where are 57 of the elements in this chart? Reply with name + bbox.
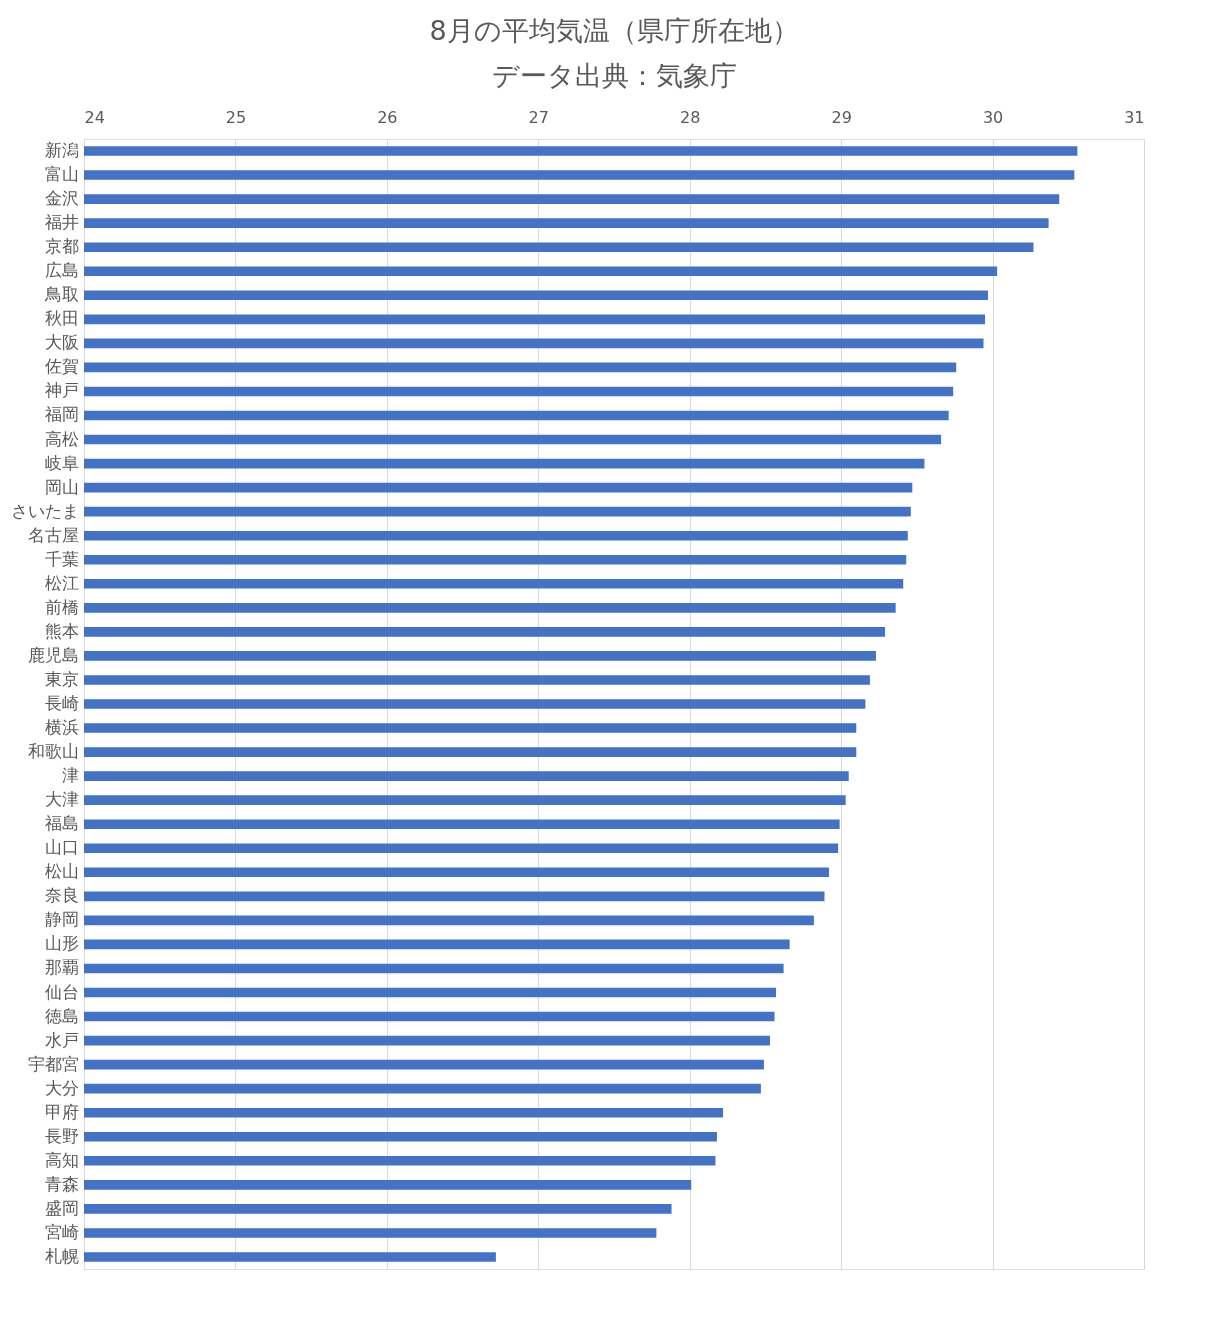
- x-tick-label: 28: [680, 107, 701, 127]
- y-tick-label: 甲府: [44, 1101, 79, 1122]
- x-tick-label: 30: [982, 107, 1004, 127]
- y-tick-label: 津: [61, 765, 79, 786]
- y-tick-label: 松江: [44, 572, 79, 593]
- x-tick-label: 29: [831, 107, 852, 127]
- y-tick-label: 鳥取: [43, 284, 79, 305]
- y-tick-label: 佐賀: [44, 356, 79, 377]
- y-tick-label: 金沢: [44, 188, 79, 209]
- y-tick-label: 東京: [44, 668, 79, 689]
- y-tick-label: 和歌山: [27, 741, 79, 762]
- y-tick-label: 那覇: [44, 957, 79, 978]
- y-tick-label: 松山: [44, 861, 79, 882]
- y-tick-label: 宇都宮: [27, 1053, 79, 1074]
- y-tick-label: 岐阜: [44, 452, 79, 473]
- y-tick-label: 大津: [44, 789, 79, 810]
- y-tick-label: 千葉: [44, 548, 79, 569]
- y-tick-label: 札幌: [44, 1245, 79, 1266]
- y-tick-label: 新潟: [44, 140, 79, 161]
- y-tick-label: 大阪: [44, 332, 79, 353]
- y-tick-label: 福井: [44, 212, 79, 233]
- y-tick-label: 熊本: [44, 620, 79, 641]
- y-tick-label: 大分: [44, 1077, 79, 1098]
- y-tick-label: 山口: [44, 837, 79, 858]
- y-tick-label: 前橋: [44, 596, 79, 617]
- x-tick-label: 26: [377, 107, 398, 127]
- y-tick-label: 秋田: [44, 308, 79, 329]
- y-tick-label: 徳島: [44, 1005, 79, 1026]
- y-tick-label: 福島: [44, 813, 79, 834]
- y-tick-label: 盛岡: [44, 1197, 79, 1218]
- y-tick-label: 青森: [44, 1173, 79, 1194]
- y-tick-label: 静岡: [44, 909, 79, 930]
- y-tick-label: 宮崎: [44, 1221, 79, 1242]
- x-tick-label: 27: [528, 107, 549, 127]
- y-tick-label: 鹿児島: [27, 644, 79, 665]
- y-tick-label: 仙台: [44, 981, 79, 1002]
- chart-title: 8月の平均気温（県庁所在地）: [429, 15, 799, 46]
- y-tick-label: 長野: [44, 1125, 79, 1146]
- y-tick-label: 岡山: [44, 476, 79, 497]
- y-tick-label: 富山: [44, 164, 79, 185]
- x-tick-label: 25: [225, 107, 247, 127]
- chart-subtitle: データ出典：気象庁: [491, 60, 737, 91]
- y-tick-label: 高松: [44, 428, 79, 449]
- y-tick-label: 横浜: [44, 717, 79, 738]
- y-tick-label: 長崎: [44, 693, 79, 713]
- y-tick-label: 福岡: [44, 404, 79, 425]
- y-tick-label: 水戸: [44, 1029, 79, 1050]
- y-tick-label: さいたま: [10, 500, 79, 521]
- y-tick-label: 京都: [44, 236, 79, 257]
- x-tick-label: 24: [84, 107, 105, 127]
- y-tick-label: 神戸: [44, 380, 79, 401]
- y-tick-label: 広島: [44, 260, 79, 281]
- x-tick-label: 31: [1124, 107, 1145, 127]
- y-tick-label: 名古屋: [27, 524, 79, 545]
- y-tick-label: 奈良: [44, 885, 79, 906]
- y-tick-label: 高知: [44, 1149, 79, 1170]
- y-tick-label: 山形: [44, 933, 79, 954]
